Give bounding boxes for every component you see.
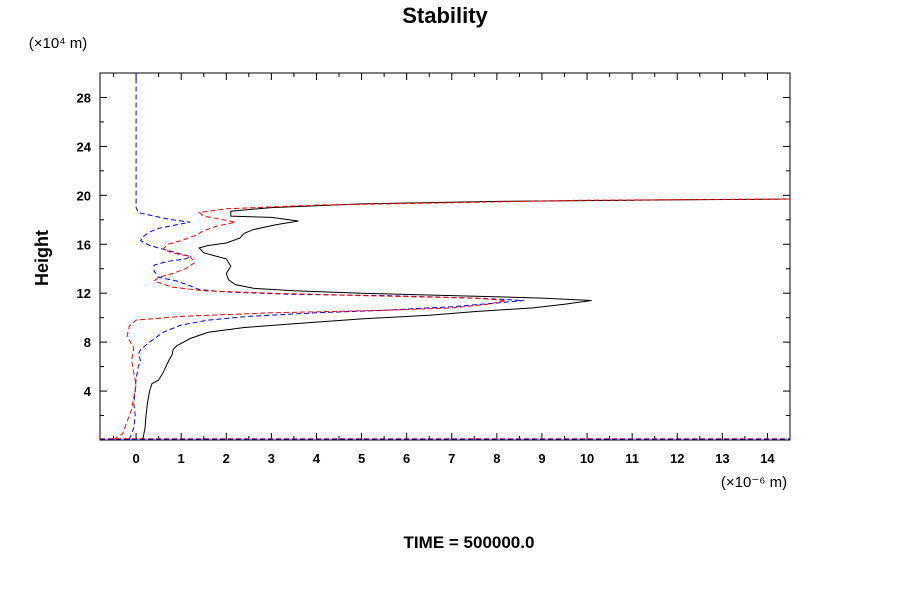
series-line [142, 198, 791, 440]
x-tick-label: 10 [580, 451, 594, 466]
chart-title: Stability [402, 3, 488, 28]
y-tick-label: 8 [84, 335, 91, 350]
y-axis-label: Height [32, 230, 52, 286]
y-tick-label: 28 [77, 90, 91, 105]
x-tick-label: 0 [132, 451, 139, 466]
y-tick-label: 24 [77, 139, 92, 154]
x-tick-label: 6 [403, 451, 410, 466]
x-tick-label: 9 [538, 451, 545, 466]
y-tick-label: 16 [77, 237, 91, 252]
series-line [113, 198, 791, 440]
x-tick-label: 13 [715, 451, 729, 466]
plot-frame [99, 72, 791, 441]
series-line [128, 73, 524, 440]
y-tick-label: 20 [77, 188, 91, 203]
x-axis-unit: (×10⁻⁶ m) [721, 474, 787, 491]
x-tick-label: 1 [178, 451, 185, 466]
x-tick-label: 3 [268, 451, 275, 466]
x-tick-label: 11 [625, 451, 639, 466]
time-footer: TIME = 500000.0 [404, 533, 535, 552]
x-tick-label: 2 [223, 451, 230, 466]
x-tick-label: 8 [493, 451, 500, 466]
x-tick-label: 5 [358, 451, 365, 466]
data-lines [100, 73, 791, 441]
x-tick-label: 4 [313, 451, 321, 466]
x-tick-label: 14 [760, 451, 775, 466]
y-tick-label: 4 [84, 384, 92, 399]
x-tick-label: 7 [448, 451, 455, 466]
x-tick-label: 12 [670, 451, 684, 466]
y-tick-label: 12 [77, 286, 91, 301]
y-axis-unit: (×10⁴ m) [29, 35, 88, 52]
